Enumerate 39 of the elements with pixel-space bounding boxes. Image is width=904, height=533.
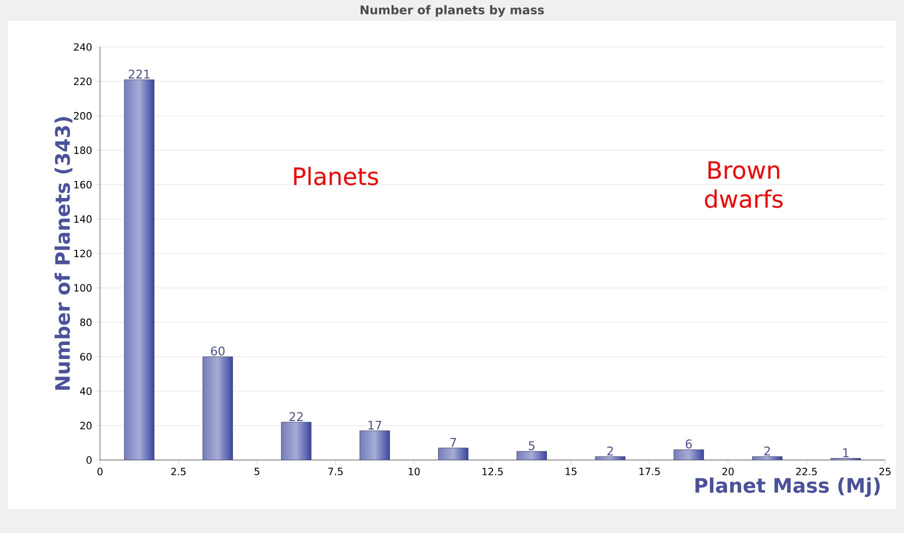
data-label: 60 [210,346,225,356]
y-tick-label: 220 [74,78,92,86]
data-label: 22 [290,412,303,421]
x-tick-label: 12.5 [482,468,503,476]
data-label: 7 [450,438,456,447]
annotation: Brown dwarfs [704,161,783,208]
chart-title: Number of planets by mass [360,5,544,17]
data-label: 5 [528,441,535,450]
data-label: 221 [128,70,150,78]
y-axis-title: Number of Planets (343) [54,117,72,390]
x-tick-label: 2.5 [171,468,186,476]
annotation: Planets [294,166,378,186]
x-tick-label: 10 [408,468,420,476]
x-tick-label: 5 [254,468,260,476]
y-tick-label: 0 [86,456,92,464]
x-axis-title: Planet Mass (Mj) [695,478,880,497]
y-tick-label: 100 [74,284,92,292]
data-label: 6 [686,439,692,448]
y-tick-label: 240 [74,43,92,51]
x-tick-label: 15 [566,468,576,476]
y-tick-label: 40 [80,387,92,395]
x-tick-label: 7.5 [328,468,343,476]
x-tick-label: 0 [97,468,103,476]
data-label: 2 [764,446,770,456]
y-tick-label: 80 [80,318,92,326]
data-label: 17 [368,420,382,430]
data-label: 1 [843,448,848,458]
y-tick-label: 140 [74,215,92,223]
y-tick-label: 200 [74,112,92,120]
x-tick-label: 25 [879,468,890,476]
y-tick-label: 160 [74,180,92,188]
y-tick-label: 60 [80,352,92,361]
data-label: 2 [607,446,613,456]
y-tick-label: 20 [80,422,92,430]
x-tick-label: 20 [722,468,734,476]
x-tick-label: 22.5 [796,468,817,476]
y-tick-label: 180 [74,146,92,154]
y-tick-label: 120 [74,250,92,258]
x-tick-label: 17.5 [640,468,660,476]
